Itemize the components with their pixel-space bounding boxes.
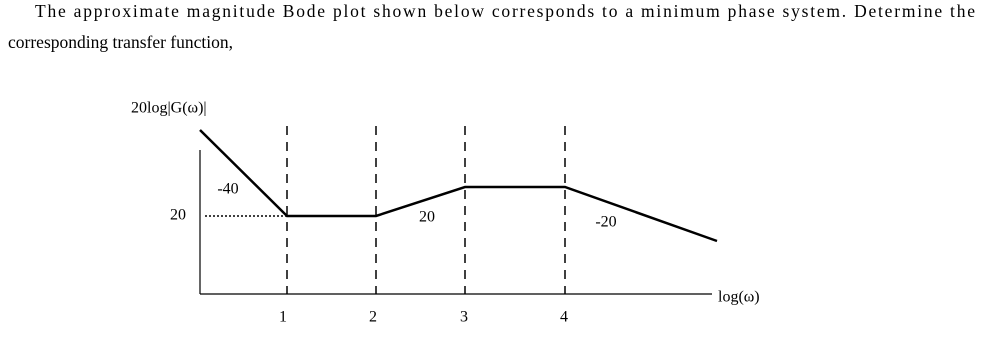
- x-tick-label: 3: [460, 309, 468, 326]
- x-tick-label: 1: [279, 309, 287, 326]
- magnitude-curve: [199, 129, 718, 243]
- y-tick-label: 20: [170, 207, 186, 224]
- x-axis-label: log(ω): [718, 289, 760, 306]
- slope-label: -40: [217, 181, 238, 198]
- question-text: The approximate magnitude Bode plot show…: [35, 1, 975, 21]
- x-tick-label: 2: [369, 309, 377, 326]
- x-tick-label: 4: [560, 309, 568, 326]
- y-axis-label: 20log|G(ω)|: [131, 100, 207, 117]
- bode-figure: 20log|G(ω)| log(ω) 20 1 2 3 4 -40 20 -20: [131, 100, 760, 326]
- slope-label: 20: [419, 209, 435, 226]
- question-text: corresponding transfer function,: [8, 32, 233, 52]
- break-lines: [286, 126, 566, 294]
- slope-label: -20: [595, 214, 616, 231]
